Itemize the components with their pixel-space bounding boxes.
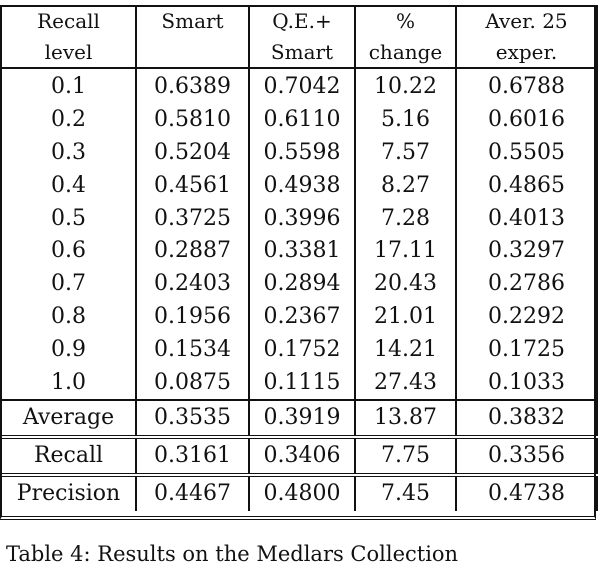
recall-label: Recall <box>0 436 137 477</box>
cell-percent-change: 8.27 <box>354 169 457 203</box>
cell-aver-25: 0.3297 <box>455 234 598 268</box>
cell-aver-25: 0.2786 <box>455 267 598 301</box>
table-row: 1.0 0.0875 0.1115 27.43 0.1033 <box>0 366 598 401</box>
table-row: 0.2 0.5810 0.6110 5.16 0.6016 <box>0 103 598 137</box>
precision-row: Precision 0.4467 0.4800 7.45 0.4738 <box>0 474 598 511</box>
cell-percent-change: 20.43 <box>354 267 457 301</box>
average-percent-change: 13.87 <box>354 399 457 439</box>
recall-level-rows: 0.1 0.6389 0.7042 10.22 0.6788 0.2 0.5810 0.611… <box>0 68 598 401</box>
cell-percent-change: 17.11 <box>354 234 457 268</box>
cell-qe-smart: 0.4938 <box>248 169 356 203</box>
cell-recall-level: 0.4 <box>0 169 137 203</box>
cell-percent-change: 14.21 <box>354 333 457 367</box>
cell-percent-change: 27.43 <box>354 366 457 401</box>
table-row: 0.7 0.2403 0.2894 20.43 0.2786 <box>0 267 598 301</box>
cell-smart: 0.4561 <box>135 169 250 203</box>
header-smart-line2 <box>135 36 250 69</box>
cell-qe-smart: 0.1115 <box>248 366 356 401</box>
cell-aver-25: 0.2292 <box>455 300 598 334</box>
average-label: Average <box>0 399 137 439</box>
cell-recall-level: 0.2 <box>0 103 137 137</box>
header-qe-smart-line2: Smart <box>248 36 356 69</box>
cell-aver-25: 0.1033 <box>455 366 598 401</box>
header-percent-change-line2: change <box>354 36 457 69</box>
recall-aver-25: 0.3356 <box>455 436 598 477</box>
cell-smart: 0.1956 <box>135 300 250 334</box>
cell-recall-level: 0.9 <box>0 333 137 367</box>
cell-percent-change: 7.28 <box>354 202 457 235</box>
header-average-25-line2: exper. <box>455 36 598 69</box>
cell-aver-25: 0.5505 <box>455 136 598 170</box>
cell-qe-smart: 0.5598 <box>248 136 356 170</box>
cell-smart: 0.2403 <box>135 267 250 301</box>
cell-smart: 0.6389 <box>135 68 250 104</box>
cell-smart: 0.0875 <box>135 366 250 401</box>
header-smart-line1: Smart <box>135 5 250 36</box>
cell-smart: 0.2887 <box>135 234 250 268</box>
average-qe-smart: 0.3919 <box>248 399 356 439</box>
recall-precision-section: Recall 0.3161 0.3406 7.75 0.3356 Precisi… <box>0 436 598 511</box>
table-caption: Table 4: Results on the Medlars Collecti… <box>6 542 459 566</box>
cell-qe-smart: 0.3381 <box>248 234 356 268</box>
cell-smart: 0.5810 <box>135 103 250 137</box>
cell-qe-smart: 0.6110 <box>248 103 356 137</box>
cell-percent-change: 5.16 <box>354 103 457 137</box>
cell-qe-smart: 0.7042 <box>248 68 356 104</box>
cell-aver-25: 0.4013 <box>455 202 598 235</box>
cell-recall-level: 0.1 <box>0 68 137 104</box>
average-section: Average 0.3535 0.3919 13.87 0.3832 <box>0 399 598 439</box>
cell-recall-level: 0.6 <box>0 234 137 268</box>
header-row-2: level Smart change exper. <box>0 36 598 69</box>
recall-smart: 0.3161 <box>135 436 250 477</box>
cell-aver-25: 0.1725 <box>455 333 598 367</box>
header-recall-level-line2: level <box>0 36 137 69</box>
cell-aver-25: 0.6788 <box>455 68 598 104</box>
table-header: Recall Smart Q.E.+ % Aver. 25 level Smar… <box>0 5 598 69</box>
cell-qe-smart: 0.1752 <box>248 333 356 367</box>
results-table: Recall Smart Q.E.+ % Aver. 25 level Smar… <box>0 5 598 511</box>
precision-label: Precision <box>0 474 137 511</box>
cell-qe-smart: 0.2894 <box>248 267 356 301</box>
average-row: Average 0.3535 0.3919 13.87 0.3832 <box>0 399 598 439</box>
recall-percent-change: 7.75 <box>354 436 457 477</box>
precision-aver-25: 0.4738 <box>455 474 598 511</box>
cell-smart: 0.3725 <box>135 202 250 235</box>
cell-percent-change: 10.22 <box>354 68 457 104</box>
cell-recall-level: 1.0 <box>0 366 137 401</box>
cell-aver-25: 0.6016 <box>455 103 598 137</box>
table-row: 0.5 0.3725 0.3996 7.28 0.4013 <box>0 202 598 235</box>
precision-qe-smart: 0.4800 <box>248 474 356 511</box>
cell-recall-level: 0.8 <box>0 300 137 334</box>
header-percent-change-line1: % <box>354 5 457 36</box>
cell-percent-change: 21.01 <box>354 300 457 334</box>
cell-recall-level: 0.5 <box>0 202 137 235</box>
average-aver-25: 0.3832 <box>455 399 598 439</box>
table-row: 0.9 0.1534 0.1752 14.21 0.1725 <box>0 333 598 367</box>
header-row-1: Recall Smart Q.E.+ % Aver. 25 <box>0 5 598 36</box>
recall-row: Recall 0.3161 0.3406 7.75 0.3356 <box>0 436 598 477</box>
header-recall-level-line1: Recall <box>0 5 137 36</box>
precision-percent-change: 7.45 <box>354 474 457 511</box>
header-average-25-line1: Aver. 25 <box>455 5 598 36</box>
header-qe-smart-line1: Q.E.+ <box>248 5 356 36</box>
cell-qe-smart: 0.3996 <box>248 202 356 235</box>
table-row: 0.3 0.5204 0.5598 7.57 0.5505 <box>0 136 598 170</box>
average-smart: 0.3535 <box>135 399 250 439</box>
cell-percent-change: 7.57 <box>354 136 457 170</box>
cell-smart: 0.5204 <box>135 136 250 170</box>
table-row: 0.8 0.1956 0.2367 21.01 0.2292 <box>0 300 598 334</box>
precision-smart: 0.4467 <box>135 474 250 511</box>
cell-smart: 0.1534 <box>135 333 250 367</box>
table-row: 0.6 0.2887 0.3381 17.11 0.3297 <box>0 234 598 268</box>
cell-aver-25: 0.4865 <box>455 169 598 203</box>
recall-qe-smart: 0.3406 <box>248 436 356 477</box>
cell-qe-smart: 0.2367 <box>248 300 356 334</box>
table-row: 0.1 0.6389 0.7042 10.22 0.6788 <box>0 68 598 104</box>
table-row: 0.4 0.4561 0.4938 8.27 0.4865 <box>0 169 598 203</box>
cell-recall-level: 0.3 <box>0 136 137 170</box>
cell-recall-level: 0.7 <box>0 267 137 301</box>
